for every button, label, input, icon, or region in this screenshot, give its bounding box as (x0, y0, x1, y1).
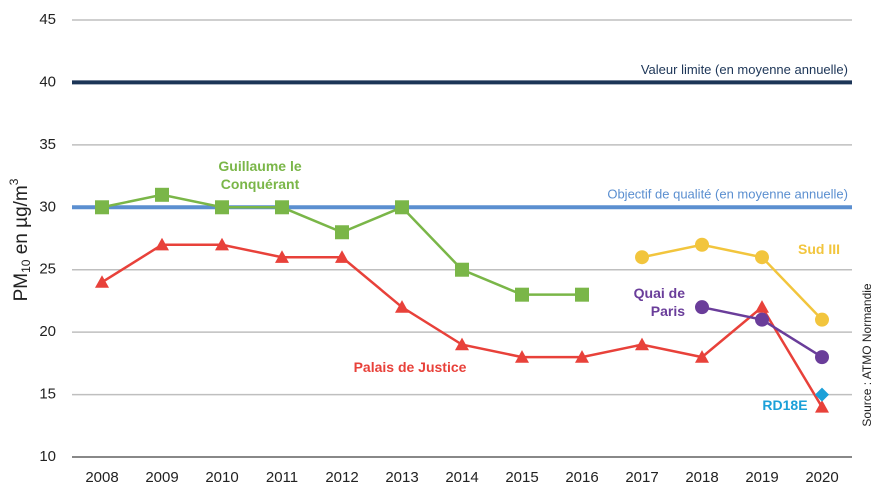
marker (815, 387, 829, 402)
series-label: Sud III (798, 241, 840, 257)
x-tick-label: 2018 (685, 469, 718, 485)
marker (635, 337, 649, 351)
marker (335, 250, 349, 263)
y-tick-label: 20 (39, 323, 56, 340)
x-tick-label: 2020 (805, 469, 838, 485)
y-axis-title-sup: 3 (7, 178, 21, 185)
marker (155, 237, 169, 251)
series-label-box: Guillaume le Conquérant (218, 158, 302, 192)
marker (95, 200, 109, 215)
y-tick-label: 45 (39, 11, 56, 28)
x-tick-label: 2016 (565, 469, 598, 485)
y-tick-label: 40 (39, 73, 56, 90)
marker (695, 237, 709, 252)
marker (395, 300, 409, 313)
marker (815, 350, 829, 365)
reference-label: Objectif de qualité (en moyenne annuelle… (607, 187, 848, 202)
marker (755, 312, 769, 327)
x-tick-label: 2015 (505, 469, 538, 485)
x-tick-label: 2010 (205, 469, 238, 485)
marker (815, 400, 829, 413)
y-axis-title-main: PM (11, 273, 32, 302)
x-tick-label: 2013 (385, 469, 418, 485)
marker (455, 337, 469, 351)
y-tick-label: 25 (39, 261, 56, 278)
marker (755, 300, 769, 313)
marker (695, 300, 709, 315)
marker (215, 200, 229, 215)
series-label: RD18E (762, 397, 808, 413)
marker (635, 250, 649, 265)
marker (275, 250, 289, 263)
reference-label: Valeur limite (en moyenne annuelle) (641, 62, 848, 77)
y-axis-title: PM10 en µg/m3 (7, 178, 33, 301)
series-label-box: Palais de Justice (353, 359, 467, 375)
y-tick-label: 35 (39, 136, 56, 153)
series-label-box: Sud III (798, 241, 840, 257)
marker (335, 225, 349, 240)
x-tick-label: 2012 (325, 469, 358, 485)
y-axis-title-rest: en µg/m (11, 185, 32, 259)
series-label-box: Quai de Paris (633, 285, 685, 319)
marker (395, 200, 409, 215)
marker (95, 275, 109, 288)
source: Source : ATMO Normandie (860, 283, 874, 426)
marker (155, 187, 169, 202)
marker (455, 262, 469, 277)
x-tick-label: 2019 (745, 469, 778, 485)
marker (695, 350, 709, 363)
x-tick-label: 2017 (625, 469, 658, 485)
y-tick-label: 30 (39, 198, 56, 215)
x-tick-label: 2011 (266, 469, 298, 485)
marker (515, 287, 529, 302)
series-label: Palais de Justice (353, 359, 467, 375)
y-tick-label: 15 (39, 386, 56, 403)
y-axis-title-sub: 10 (19, 259, 33, 273)
marker (515, 350, 529, 363)
marker (575, 350, 589, 363)
series-label-box: RD18E (762, 397, 808, 413)
x-tick-label: 2014 (445, 469, 478, 485)
y-tick-label: 10 (39, 448, 56, 465)
x-tick-label: 2009 (145, 469, 178, 485)
series-line (641, 243, 823, 321)
marker (575, 287, 589, 302)
series-label: Quai de Paris (633, 285, 685, 319)
marker (215, 237, 229, 251)
marker (275, 200, 289, 215)
marker (755, 250, 769, 265)
marker (815, 312, 829, 327)
series-label: Guillaume le Conquérant (218, 158, 302, 192)
x-tick-label: 2008 (85, 469, 118, 485)
